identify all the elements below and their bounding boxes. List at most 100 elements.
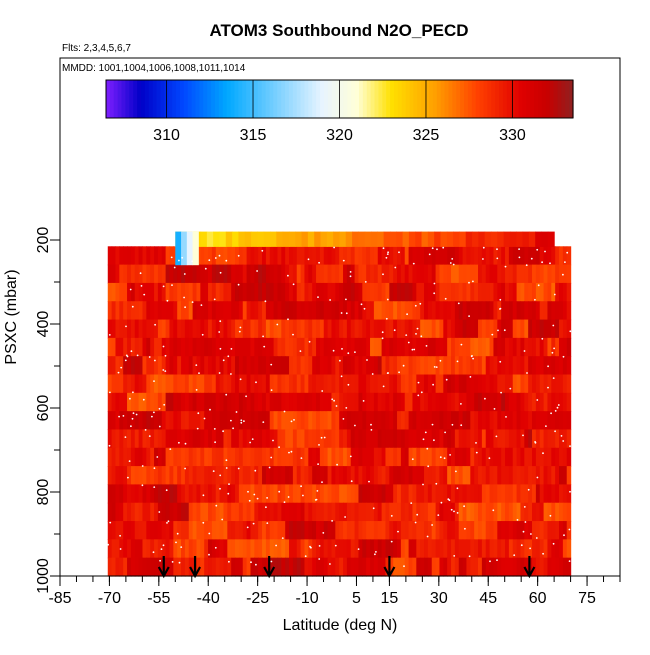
curtain-cell [225, 231, 233, 247]
curtain-cell [481, 447, 487, 467]
sample-dot [270, 456, 273, 459]
curtain-cell [292, 429, 298, 449]
curtain-cell [474, 356, 479, 376]
curtain-cell [246, 521, 252, 540]
curtain-cell [339, 521, 344, 540]
curtain-cell [343, 447, 348, 467]
curtain-cell [435, 411, 441, 431]
curtain-cell [154, 557, 159, 577]
curtain-cell [354, 282, 360, 302]
curtain-cell [111, 356, 117, 376]
curtain-cell [335, 502, 340, 522]
curtain-cell [177, 282, 182, 302]
curtain-cell [420, 282, 425, 302]
colorbar-swatch [320, 80, 325, 118]
curtain-cell [535, 502, 541, 522]
sample-dot [197, 412, 200, 415]
curtain-cell [512, 502, 518, 522]
curtain-cell [489, 392, 495, 412]
curtain-cell [454, 557, 460, 577]
sample-dot [386, 372, 389, 374]
curtain-cell [211, 557, 217, 577]
curtain-cell [424, 319, 429, 339]
sample-dot [342, 259, 345, 262]
curtain-cell [192, 356, 198, 376]
curtain-cell [211, 539, 217, 559]
curtain-cell [416, 539, 421, 559]
curtain-cell [373, 246, 379, 266]
colorbar-swatch [401, 80, 407, 118]
curtain-cell [250, 264, 255, 284]
curtain-cell [470, 502, 475, 522]
sample-dot [344, 516, 346, 518]
curtain-cell [415, 231, 423, 247]
curtain-cell [319, 264, 325, 284]
colorbar-swatch [152, 80, 158, 118]
curtain-cell [439, 411, 444, 431]
sample-dot [518, 256, 521, 259]
sample-dot [385, 256, 388, 259]
curtain-cell [485, 502, 491, 522]
curtain-cell [119, 337, 124, 357]
curtain-cell [150, 521, 155, 540]
curtain-cell [327, 429, 333, 449]
curtain-cell [343, 301, 348, 321]
curtain-cell [434, 231, 442, 247]
curtain-cell [497, 411, 502, 431]
curtain-cell [157, 521, 163, 540]
curtain-cell [381, 466, 387, 486]
chart-title: ATOM3 Southbound N2O_PECD [209, 21, 468, 40]
curtain-cell [385, 392, 390, 412]
curtain-cell [265, 246, 271, 266]
curtain-cell [431, 447, 437, 467]
curtain-cell [393, 392, 398, 412]
curtain-cell [350, 429, 356, 449]
curtain-cell [562, 246, 568, 266]
curtain-cell [323, 539, 329, 559]
curtain-cell [285, 264, 290, 284]
curtain-cell [127, 502, 132, 522]
sample-dot [130, 425, 132, 428]
curtain-cell [169, 301, 174, 321]
sample-dot [165, 489, 168, 492]
curtain-cell [427, 429, 433, 449]
curtain-cell [532, 429, 537, 449]
curtain-cell [250, 301, 255, 321]
curtain-cell [377, 264, 383, 284]
curtain-cell [435, 392, 441, 412]
curtain-cell [331, 374, 336, 394]
curtain-cell [424, 447, 429, 467]
curtain-cell [296, 466, 302, 486]
curtain-cell [223, 337, 228, 357]
colorbar-swatch [168, 80, 173, 118]
curtain-cell [134, 301, 140, 321]
sample-dot [247, 490, 249, 493]
curtain-cell [277, 374, 282, 394]
curtain-cell [265, 337, 271, 357]
curtain-cell [532, 521, 537, 540]
curtain-cell [323, 282, 329, 302]
curtain-cell [227, 246, 232, 266]
curtain-cell [370, 264, 375, 284]
curtain-cell [111, 539, 117, 559]
curtain-cell [412, 429, 417, 449]
curtain-cell [493, 484, 498, 504]
curtain-cell [389, 392, 394, 412]
curtain-cell [235, 521, 240, 540]
curtain-cell [238, 337, 244, 357]
y-axis-label: PSXC (mbar) [3, 269, 20, 364]
curtain-cell [366, 539, 371, 559]
curtain-cell [200, 392, 205, 412]
curtain-cell [343, 356, 348, 376]
curtain-cell [208, 521, 213, 540]
curtain-cell [308, 502, 313, 522]
curtain-cell [304, 301, 309, 321]
curtain-cell [562, 502, 568, 522]
curtain-cell [547, 231, 555, 247]
curtain-cell [562, 429, 568, 449]
curtain-cell [316, 264, 321, 284]
curtain-cell [196, 301, 201, 321]
curtain-cell [150, 282, 155, 302]
curtain-cell [339, 557, 344, 577]
curtain-cell [184, 264, 190, 284]
